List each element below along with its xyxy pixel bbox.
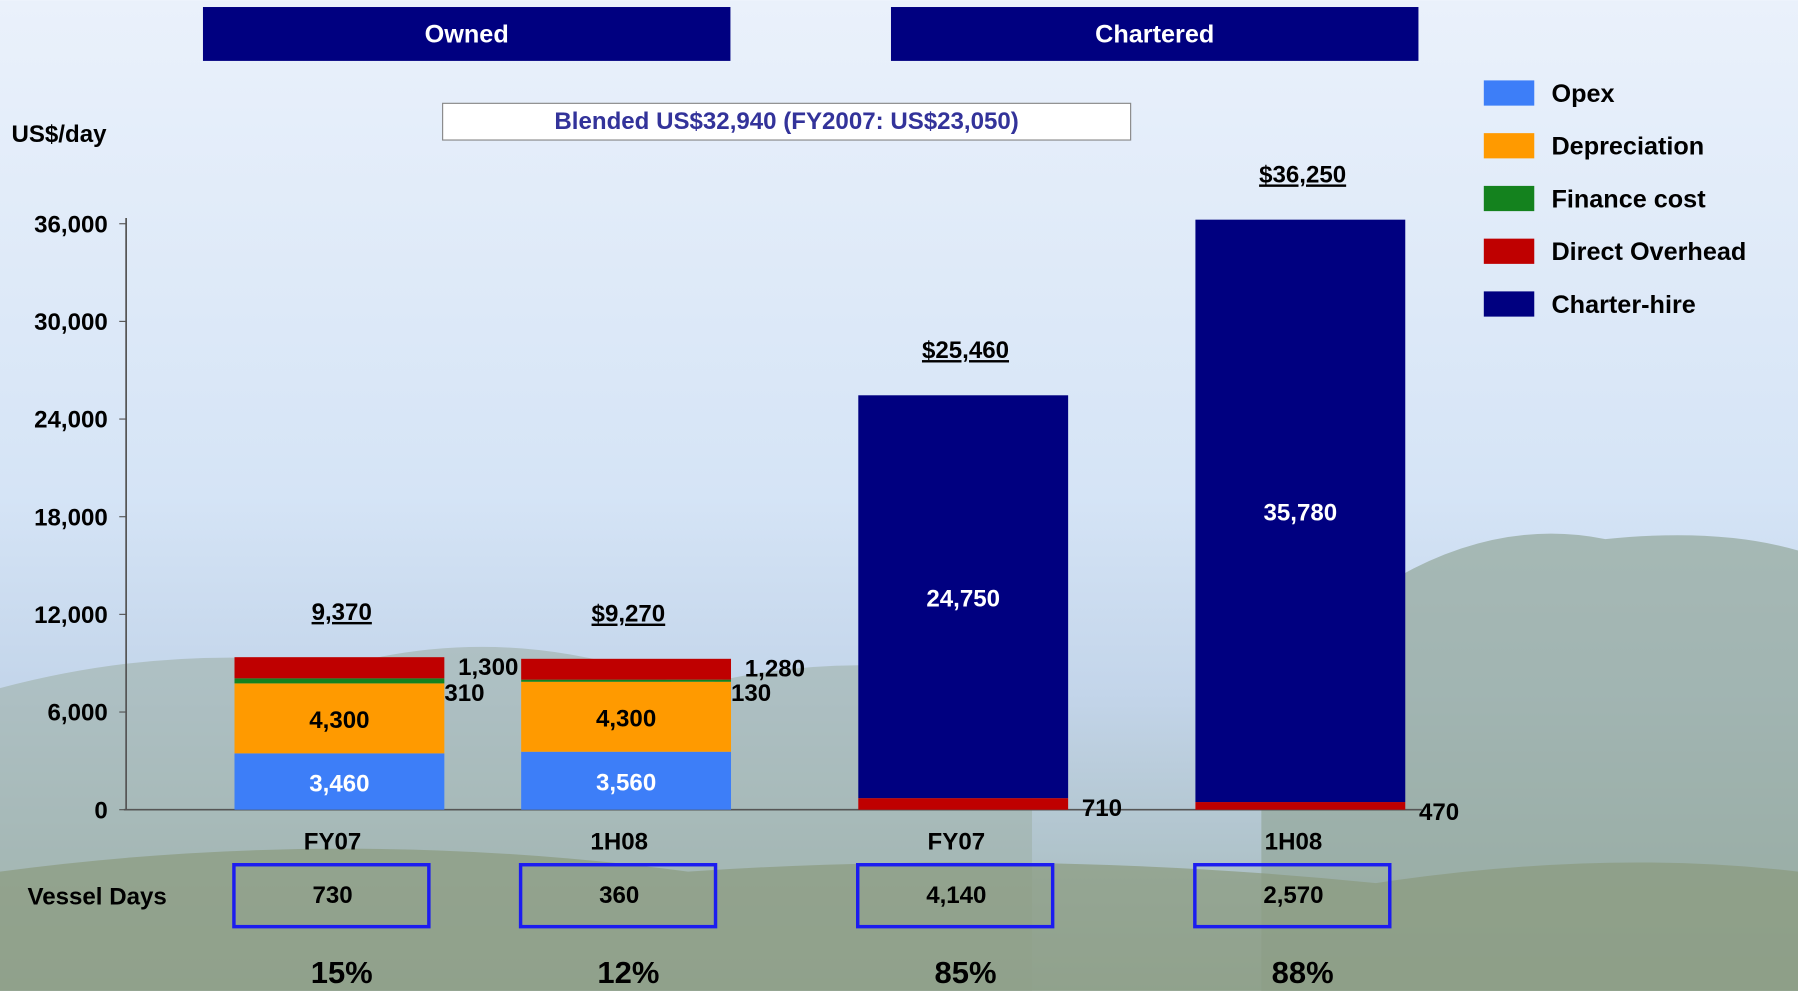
x-tick-label: 1H08 [1265, 828, 1323, 855]
share: 85% [935, 955, 997, 990]
bar-segment [1195, 219, 1406, 803]
vessel-days-box [1193, 863, 1392, 929]
bar-segment [234, 753, 445, 810]
legend-label: Charter-hire [1551, 291, 1695, 319]
data-label: 1,280 [745, 656, 805, 683]
legend-label: Finance cost [1551, 185, 1706, 213]
legend-swatch [1483, 80, 1535, 106]
x-tick-label: FY07 [928, 828, 986, 855]
bar-segment [521, 681, 732, 752]
data-label: 4,300 [596, 706, 656, 733]
data-label: 310 [444, 680, 484, 707]
legend-swatch [1483, 238, 1535, 264]
vessel-days-box [855, 863, 1055, 929]
data-label: 710 [1082, 795, 1122, 822]
annotation-box [442, 102, 1132, 141]
bar-segment [858, 798, 1069, 810]
legend-swatch [1483, 133, 1535, 159]
legend-swatch [1483, 291, 1535, 317]
bar-segment [1195, 802, 1406, 810]
data-label: 4,300 [309, 707, 369, 734]
data-label: 130 [731, 680, 771, 707]
bar-segment [234, 678, 445, 684]
vessel-days-box [518, 863, 718, 929]
legend-label: Direct Overhead [1551, 238, 1746, 266]
vessel-days: 4,140 [926, 882, 986, 909]
group-header [890, 7, 1419, 61]
y-tick-label: 36,000 [34, 211, 108, 238]
share: 12% [597, 955, 659, 990]
data-label: 35,780 [1264, 500, 1338, 527]
y-tick-label: 6,000 [48, 700, 108, 727]
group-title: Owned [425, 20, 509, 48]
y-tick-label: 0 [94, 797, 107, 824]
share: 15% [311, 955, 373, 990]
vessel-days-box [232, 863, 431, 929]
annotation: Blended US$32,940 (FY2007: US$23,050) [554, 108, 1018, 135]
total-label: 9,370 [312, 599, 372, 626]
bar-segment [234, 683, 445, 754]
y-tick-label: 12,000 [34, 602, 108, 629]
group-header [202, 7, 731, 61]
data-label: 470 [1419, 799, 1459, 826]
legend-label: Depreciation [1551, 133, 1704, 161]
hills [0, 848, 1798, 991]
y-axis-label: US$/day [11, 121, 107, 148]
data-label: 1,300 [458, 654, 518, 681]
y-tick-label: 30,000 [34, 309, 108, 336]
row-label: Vessel Days [28, 883, 167, 910]
legend-swatch [1483, 185, 1535, 212]
data-label: 3,560 [596, 770, 656, 797]
total-label: $36,250 [1259, 161, 1346, 188]
vessel-days: 730 [312, 882, 352, 909]
bar-segment [858, 395, 1069, 799]
bar-segment [521, 751, 732, 810]
legend-label: Opex [1551, 80, 1614, 108]
data-label: 24,750 [926, 586, 1000, 613]
data-label: 3,460 [309, 770, 369, 797]
bar-segment [521, 658, 732, 680]
bar-segment [521, 679, 732, 682]
group-title: Chartered [1095, 20, 1214, 48]
total-label: $9,270 [592, 601, 666, 628]
total-label: $25,460 [922, 337, 1009, 364]
y-tick-label: 18,000 [34, 504, 108, 531]
share: 88% [1272, 955, 1334, 990]
y-tick-label: 24,000 [34, 407, 108, 434]
bar-segment [234, 657, 445, 679]
vessel-days: 2,570 [1263, 882, 1323, 909]
vessel-days: 360 [599, 882, 639, 909]
x-tick-label: FY07 [304, 828, 362, 855]
x-tick-label: 1H08 [590, 828, 648, 855]
